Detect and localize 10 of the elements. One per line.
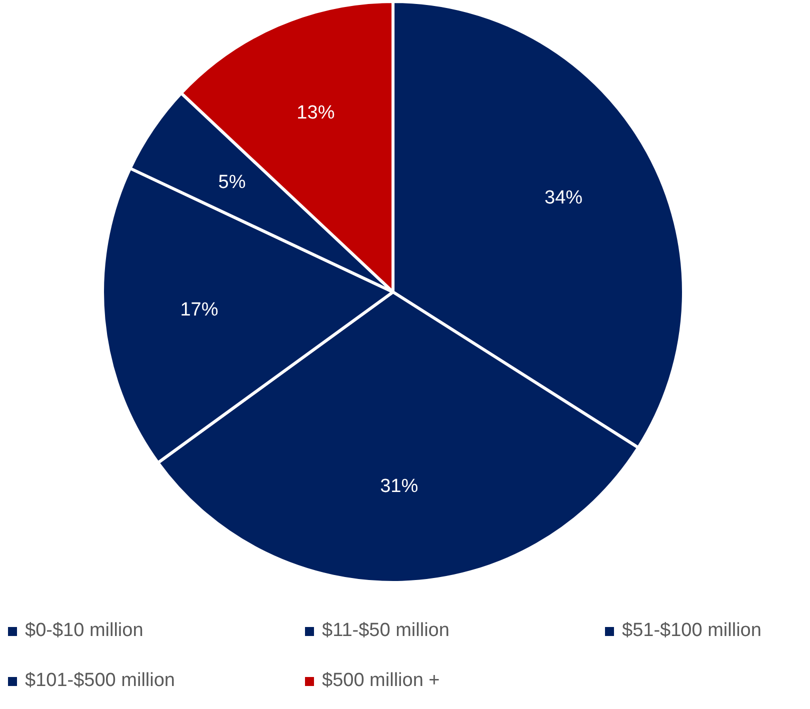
data-label: 34% bbox=[544, 187, 583, 208]
legend-label: $51-$100 million bbox=[622, 620, 762, 642]
legend-label: $11-$50 million bbox=[322, 620, 450, 642]
legend-label: $0-$10 million bbox=[25, 620, 144, 642]
data-label: 31% bbox=[380, 476, 418, 497]
data-label: 5% bbox=[218, 172, 246, 193]
legend-label: $500 million + bbox=[322, 670, 440, 692]
data-label: 13% bbox=[296, 102, 335, 124]
data-label: 17% bbox=[180, 300, 218, 321]
legend-label: $101-$500 million bbox=[25, 670, 175, 692]
